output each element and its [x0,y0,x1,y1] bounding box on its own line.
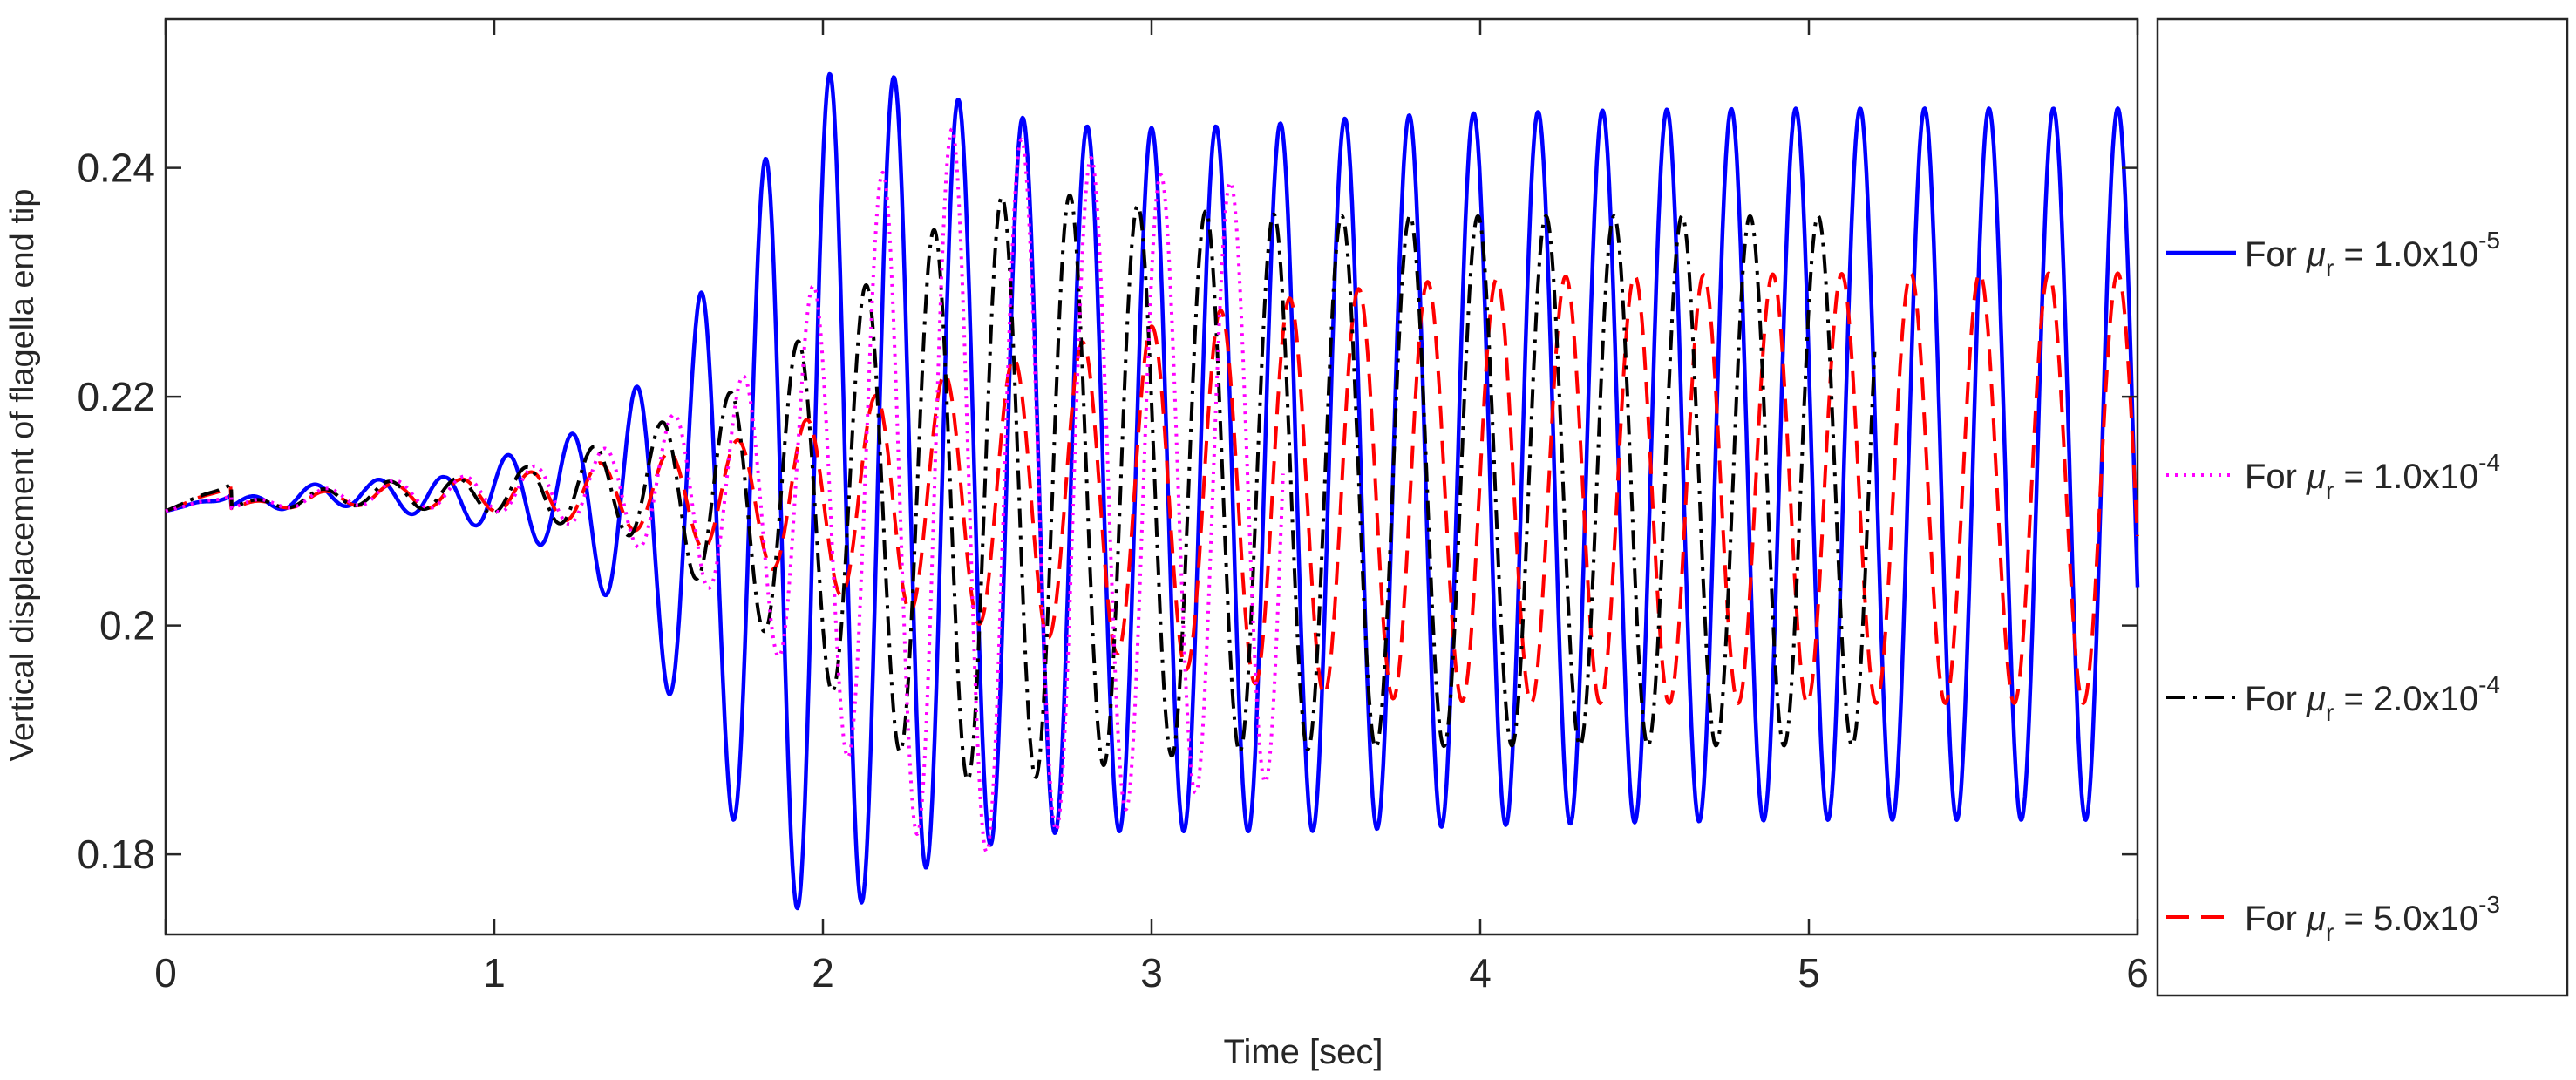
legend-mu: μ [2306,680,2326,718]
x-axis-label: Time [sec] [1224,1033,1383,1071]
legend-entry-2: For μr = 1.0x10-4 [2166,449,2500,504]
legend-entry-4: For μr = 5.0x10-3 [2166,891,2500,946]
x-tick-label: 6 [2126,950,2149,995]
series-line-1 [164,71,2140,911]
legend-sub: r [2326,699,2334,726]
legend-sup: -3 [2478,891,2500,918]
legend-sub: r [2326,477,2334,504]
legend-prefix: For [2245,900,2307,938]
legend-prefix: For [2245,680,2307,718]
series-lines [164,71,2140,911]
plot-frame [164,17,2139,936]
legend-sup: -5 [2478,227,2500,254]
legend-entry-1: For μr = 1.0x10-5 [2166,227,2500,282]
series-line-3 [164,193,1877,782]
y-axis-label: Vertical displacement of flagella end ti… [4,189,41,762]
legend-mid: = 5.0x10 [2334,900,2478,938]
legend-entry-3: For μr = 2.0x10-4 [2166,671,2500,726]
series-line-2 [164,127,1285,854]
legend-prefix: For [2245,458,2307,496]
legend-mid: = 1.0x10 [2334,235,2478,274]
series-line-4 [164,271,2139,705]
legend-prefix: For [2245,235,2307,274]
legend-mu: μ [2306,900,2326,938]
y-tick-label: 0.24 [77,146,155,191]
y-tick-label: 0.18 [77,832,155,877]
legend-label: For μr = 5.0x10-3 [2245,891,2500,946]
legend-label: For μr = 1.0x10-4 [2245,449,2500,504]
legend-mu: μ [2306,235,2326,274]
legend-mid: = 2.0x10 [2334,680,2478,718]
y-tick-label: 0.22 [77,374,155,419]
legend-mid: = 1.0x10 [2334,458,2478,496]
legend-sub: r [2326,919,2334,946]
axes: 0 1 2 3 4 5 6 0.18 0.2 0.22 0.24 [77,19,2149,995]
x-tick-label: 0 [154,950,177,995]
plot-area [164,17,2139,936]
legend-box [2156,17,2569,997]
legend-sup: -4 [2478,671,2500,698]
legend-label: For μr = 1.0x10-5 [2245,227,2500,282]
x-tick-label: 4 [1469,950,1492,995]
legend-sub: r [2326,255,2334,282]
y-tick-label: 0.2 [99,603,155,649]
x-tick-label: 2 [812,950,834,995]
x-tick-label: 1 [483,950,506,995]
x-tick-label: 3 [1140,950,1163,995]
legend-mu: μ [2306,458,2326,496]
legend-sup: -4 [2478,449,2500,476]
legend-label: For μr = 2.0x10-4 [2245,671,2500,726]
x-tick-label: 5 [1798,950,1820,995]
